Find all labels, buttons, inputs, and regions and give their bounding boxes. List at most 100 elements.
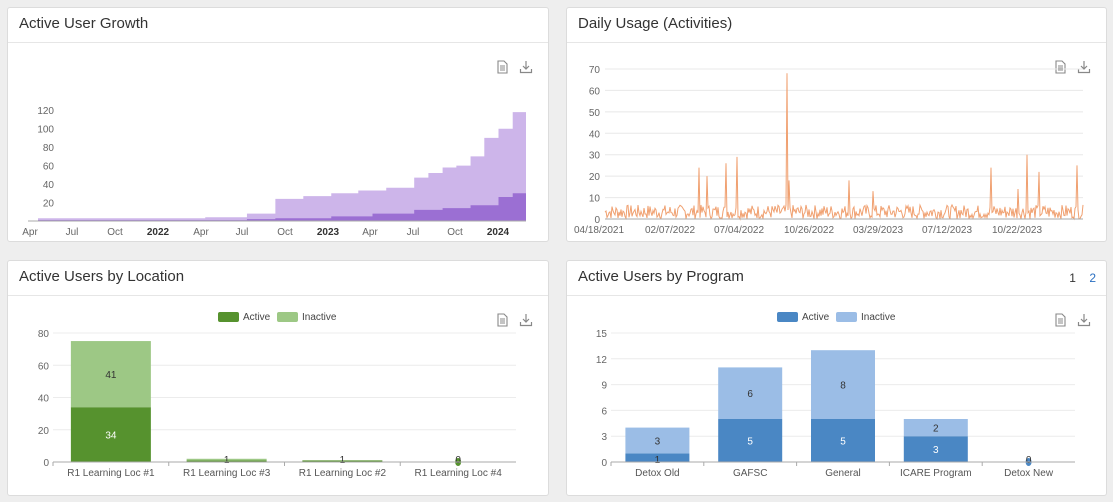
active-users-area (38, 193, 526, 221)
panel-title: Active Users by Location (19, 268, 185, 285)
x-tick-label: 07/12/2023 (922, 225, 972, 236)
y-tick-label: 0 (601, 458, 607, 469)
data-label-active: 1 (340, 455, 346, 466)
pagination: 1 2 (1059, 271, 1096, 285)
y-tick-label: 9 (601, 381, 607, 392)
active-users-by-program-panel: Active Users by Program 1 2 Active Inacti… (566, 260, 1107, 496)
x-tick-label: ICARE Program (900, 468, 972, 479)
legend-inactive-label: Inactive (861, 312, 896, 323)
active-users-by-location-panel: Active Users by Location Active Inactive 0… (7, 260, 549, 496)
data-label-active: 1 (655, 455, 661, 466)
chart-tools (1053, 313, 1091, 327)
bar-inactive (811, 350, 875, 419)
panel-header: Active Users by Program 1 2 (567, 261, 1106, 296)
x-tick-label: 2024 (487, 227, 510, 238)
y-tick-label: 60 (43, 162, 55, 173)
y-tick-label: 50 (589, 108, 601, 119)
daily-activity-line (604, 73, 1084, 221)
x-tick-label: 10/22/2023 (992, 225, 1042, 236)
x-tick-label: Detox New (1004, 468, 1054, 479)
y-tick-label: 40 (589, 129, 601, 140)
data-label-active: 5 (747, 437, 753, 448)
legend-active-swatch (218, 312, 239, 322)
y-tick-label: 15 (596, 329, 608, 340)
legend-inactive-swatch (277, 312, 298, 322)
x-tick-label: Oct (447, 227, 463, 238)
chart-tools (495, 60, 533, 74)
y-tick-label: 70 (589, 65, 601, 76)
bar-inactive (718, 367, 783, 419)
data-label-active: 3 (933, 445, 939, 456)
program-chart: Active Inactive 0 3 6 9 12 15 1 3 Detox Old 5 6 GAFSC… (596, 312, 1075, 479)
data-label-active: 0 (455, 455, 461, 466)
growth-chart: 20 40 60 80 100 120 Apr Jul Oct 2022 Apr Jul Oct 2023… (22, 106, 526, 238)
x-tick-label: 2022 (147, 227, 170, 238)
document-icon[interactable] (495, 313, 509, 327)
y-tick-label: 20 (38, 426, 50, 437)
y-tick-label: 12 (596, 355, 608, 366)
bar-active (70, 407, 151, 462)
x-tick-label: R1 Learning Loc #3 (183, 468, 271, 479)
x-tick-label: 10/26/2022 (784, 225, 834, 236)
y-tick-label: 60 (589, 86, 601, 97)
document-icon[interactable] (495, 60, 509, 74)
panel-header: Daily Usage (Activities) (567, 8, 1106, 43)
y-tick-label: 80 (43, 143, 55, 154)
panel-title: Active Users by Program (578, 268, 744, 285)
y-tick-label: 0 (43, 458, 49, 469)
y-tick-label: 40 (43, 180, 55, 191)
data-label-inactive: 41 (105, 370, 117, 381)
x-tick-label: R1 Learning Loc #2 (299, 468, 387, 479)
x-tick-label: General (825, 468, 861, 479)
x-tick-label: Oct (277, 227, 293, 238)
panel-title: Daily Usage (Activities) (578, 15, 733, 32)
x-tick-label: 2023 (317, 227, 340, 238)
bar-active (186, 460, 267, 462)
chart-tools (495, 313, 533, 327)
legend-active-label: Active (802, 312, 830, 323)
bar-inactive (186, 458, 267, 461)
bar-active (718, 419, 783, 462)
download-icon[interactable] (1077, 60, 1091, 74)
x-tick-label: Jul (66, 227, 79, 238)
page-1-link[interactable]: 1 (1069, 271, 1076, 285)
document-icon[interactable] (1053, 313, 1067, 327)
download-icon[interactable] (519, 313, 533, 327)
x-tick-label: Apr (22, 227, 38, 238)
legend-active-label: Active (243, 312, 271, 323)
y-tick-label: 20 (589, 172, 601, 183)
data-label-active: 5 (840, 437, 846, 448)
data-label-inactive: 6 (747, 389, 753, 400)
x-tick-label: 03/29/2023 (853, 225, 903, 236)
bar-inactive (625, 427, 690, 454)
y-tick-label: 100 (37, 125, 54, 136)
y-tick-label: 10 (589, 194, 601, 205)
x-tick-label: 04/18/2021 (574, 225, 624, 236)
panel-title: Active User Growth (19, 15, 149, 32)
x-tick-label: 07/04/2022 (714, 225, 764, 236)
panel-header: Active Users by Location (8, 261, 548, 296)
y-tick-label: 120 (37, 106, 54, 117)
x-tick-label: GAFSC (733, 468, 767, 479)
y-tick-label: 3 (601, 432, 607, 443)
location-chart: Active Inactive 0 20 40 60 80 34 41 R1 Learning L… (38, 312, 516, 479)
bar-active (903, 436, 968, 462)
x-tick-label: Oct (107, 227, 123, 238)
data-label-inactive: 8 (840, 381, 846, 392)
total-users-area (38, 112, 526, 221)
y-tick-label: 30 (589, 151, 601, 162)
y-tick-label: 80 (38, 329, 50, 340)
download-icon[interactable] (519, 60, 533, 74)
download-icon[interactable] (1077, 313, 1091, 327)
page-2-link[interactable]: 2 (1089, 271, 1096, 285)
daily-usage-chart: 0 10 20 30 40 50 60 70 04/18/2021 02/07/2022 07/04… (574, 65, 1084, 236)
x-tick-label: R1 Learning Loc #1 (67, 468, 155, 479)
data-label-active: 0 (1026, 455, 1032, 466)
x-tick-label: Apr (362, 227, 378, 238)
bar-active (811, 419, 875, 462)
x-tick-label: R1 Learning Loc #4 (414, 468, 502, 479)
bar-active (625, 453, 690, 462)
y-tick-label: 0 (594, 215, 600, 226)
legend-active-swatch (777, 312, 798, 322)
x-tick-label: 02/07/2022 (645, 225, 695, 236)
